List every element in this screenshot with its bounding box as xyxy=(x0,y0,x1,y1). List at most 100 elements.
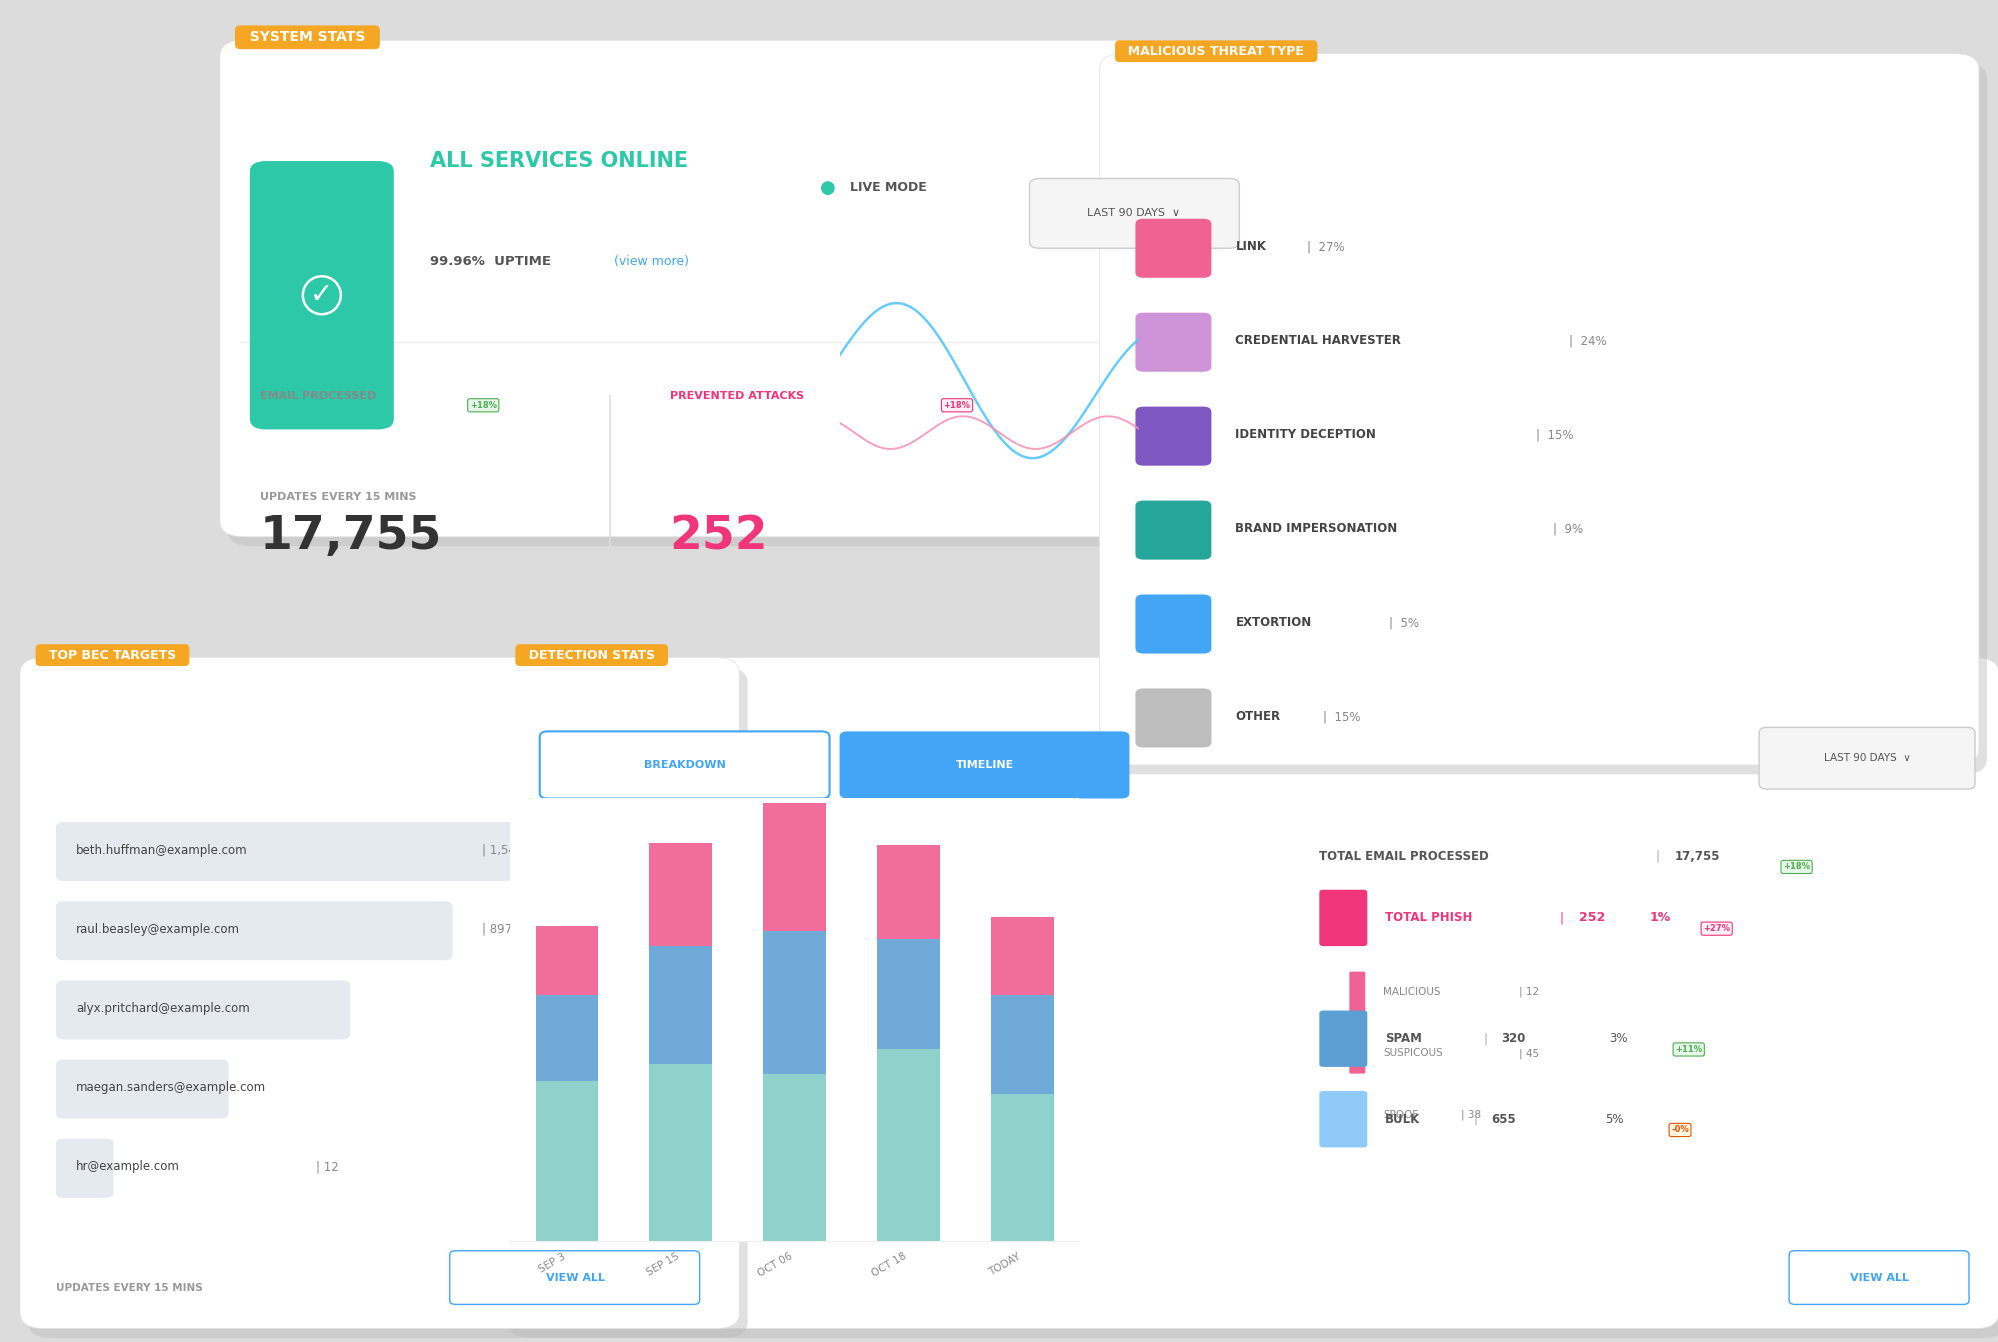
Text: MALICIOUS THREAT TYPE: MALICIOUS THREAT TYPE xyxy=(1119,44,1313,58)
Text: UPDATES EVERY 15 MINS: UPDATES EVERY 15 MINS xyxy=(529,1286,675,1296)
Text: IDENTITY DECEPTION: IDENTITY DECEPTION xyxy=(1235,428,1375,442)
Text: |  5%: | 5% xyxy=(1389,616,1419,629)
Text: | 897: | 897 xyxy=(482,923,511,935)
FancyBboxPatch shape xyxy=(1107,63,1986,774)
Text: | 38: | 38 xyxy=(1461,1110,1481,1121)
Text: 17,755: 17,755 xyxy=(260,514,442,560)
FancyBboxPatch shape xyxy=(1758,727,1974,789)
Text: LAST 90 DAYS  ∨: LAST 90 DAYS ∨ xyxy=(1087,208,1179,219)
Text: 252: 252 xyxy=(1578,911,1604,925)
Text: 655: 655 xyxy=(1491,1113,1514,1126)
Text: 1%: 1% xyxy=(1648,911,1670,925)
FancyBboxPatch shape xyxy=(28,667,747,1338)
Text: LINK: LINK xyxy=(1235,240,1267,254)
Text: | 625: | 625 xyxy=(515,1002,545,1015)
Text: +11%: +11% xyxy=(1674,1045,1702,1053)
Text: 320: 320 xyxy=(1500,1032,1524,1045)
Bar xyxy=(991,1094,1053,1241)
Text: CREDENTIAL HARVESTER: CREDENTIAL HARVESTER xyxy=(1235,334,1401,348)
Text: raul.beasley@example.com: raul.beasley@example.com xyxy=(76,923,240,935)
Text: 3%: 3% xyxy=(1608,1032,1626,1045)
Text: TOTAL EMAIL PROCESSED: TOTAL EMAIL PROCESSED xyxy=(1319,849,1489,863)
Text: +18%: +18% xyxy=(943,401,971,409)
Text: | 230h: | 230h xyxy=(515,1082,553,1094)
FancyBboxPatch shape xyxy=(450,1251,699,1304)
Text: -0%: -0% xyxy=(1670,1126,1688,1134)
Text: VIEW ALL: VIEW ALL xyxy=(545,1272,605,1283)
Text: +18%: +18% xyxy=(1782,863,1810,871)
Text: SPAM: SPAM xyxy=(1385,1032,1421,1045)
Text: (view more): (view more) xyxy=(613,255,689,268)
FancyBboxPatch shape xyxy=(839,731,1129,798)
Text: SUSPICOUS: SUSPICOUS xyxy=(1383,1048,1443,1059)
FancyBboxPatch shape xyxy=(20,658,739,1329)
Bar xyxy=(649,1064,711,1241)
Bar xyxy=(877,939,939,1049)
FancyBboxPatch shape xyxy=(507,667,1998,1338)
FancyBboxPatch shape xyxy=(1349,972,1365,1012)
Text: TIMELINE: TIMELINE xyxy=(955,760,1013,770)
Text: OTHER: OTHER xyxy=(1235,710,1281,723)
Bar xyxy=(763,1074,825,1241)
Text: BRAND IMPERSONATION: BRAND IMPERSONATION xyxy=(1235,522,1397,535)
FancyBboxPatch shape xyxy=(1319,1011,1367,1067)
FancyBboxPatch shape xyxy=(500,658,1998,1329)
Text: EMAIL PROCESSED: EMAIL PROCESSED xyxy=(260,391,376,401)
Bar xyxy=(991,996,1053,1094)
Text: 252: 252 xyxy=(669,514,767,560)
Bar xyxy=(649,946,711,1064)
Text: |  27%: | 27% xyxy=(1307,240,1345,254)
Text: LAST 90 DAYS  ∨: LAST 90 DAYS ∨ xyxy=(1822,753,1910,764)
Bar xyxy=(763,804,825,931)
Text: ●: ● xyxy=(819,178,835,197)
FancyBboxPatch shape xyxy=(1135,595,1211,654)
Text: beth.huffman@example.com: beth.huffman@example.com xyxy=(76,844,248,856)
Text: |: | xyxy=(1558,911,1562,925)
Text: MALICIOUS: MALICIOUS xyxy=(1383,986,1441,997)
Bar xyxy=(535,1082,597,1241)
Text: |  9%: | 9% xyxy=(1552,522,1582,535)
Text: VIEW ALL: VIEW ALL xyxy=(1848,1272,1908,1283)
FancyBboxPatch shape xyxy=(1319,890,1367,946)
Text: alyx.pritchard@example.com: alyx.pritchard@example.com xyxy=(76,1002,250,1015)
FancyBboxPatch shape xyxy=(1135,407,1211,466)
FancyBboxPatch shape xyxy=(1135,688,1211,747)
Bar xyxy=(877,1049,939,1241)
Bar xyxy=(535,996,597,1082)
FancyBboxPatch shape xyxy=(1349,1033,1365,1074)
Text: |  15%: | 15% xyxy=(1536,428,1572,442)
Bar xyxy=(763,931,825,1074)
FancyBboxPatch shape xyxy=(1099,54,1978,765)
Text: maegan.sanders@example.com: maegan.sanders@example.com xyxy=(76,1082,266,1094)
FancyBboxPatch shape xyxy=(1788,1251,1968,1304)
Bar xyxy=(535,926,597,996)
Bar xyxy=(877,845,939,939)
Text: +18%: +18% xyxy=(470,401,498,409)
Text: LIVE MODE: LIVE MODE xyxy=(849,181,925,195)
Text: TOTAL PHISH: TOTAL PHISH xyxy=(1385,911,1473,925)
FancyBboxPatch shape xyxy=(1135,501,1211,560)
Text: BREAKDOWN: BREAKDOWN xyxy=(643,760,725,770)
Text: BULK: BULK xyxy=(1385,1113,1421,1126)
Text: 5%: 5% xyxy=(1604,1113,1622,1126)
Text: 99.96%  UPTIME: 99.96% UPTIME xyxy=(430,255,551,268)
Text: |  24%: | 24% xyxy=(1568,334,1606,348)
Text: | 1,540: | 1,540 xyxy=(482,844,523,856)
Text: TOP BEC TARGETS: TOP BEC TARGETS xyxy=(40,648,186,662)
Text: ALL SERVICES ONLINE: ALL SERVICES ONLINE xyxy=(430,152,687,170)
Text: SYSTEM STATS: SYSTEM STATS xyxy=(240,31,376,44)
Text: | 12: | 12 xyxy=(1518,986,1538,997)
Text: |: | xyxy=(1483,1032,1487,1045)
Text: +27%: +27% xyxy=(1702,925,1730,933)
Text: PREVENTED ATTACKS: PREVENTED ATTACKS xyxy=(669,391,803,401)
FancyBboxPatch shape xyxy=(228,50,1287,546)
Text: 17,755: 17,755 xyxy=(1674,849,1720,863)
Bar xyxy=(991,917,1053,996)
Text: hr@example.com: hr@example.com xyxy=(76,1161,180,1173)
FancyBboxPatch shape xyxy=(56,980,350,1039)
Text: DETECTION STATS: DETECTION STATS xyxy=(519,648,663,662)
FancyBboxPatch shape xyxy=(1135,313,1211,372)
Text: | 45: | 45 xyxy=(1518,1048,1538,1059)
FancyBboxPatch shape xyxy=(250,161,394,429)
Text: EXTORTION: EXTORTION xyxy=(1235,616,1311,629)
